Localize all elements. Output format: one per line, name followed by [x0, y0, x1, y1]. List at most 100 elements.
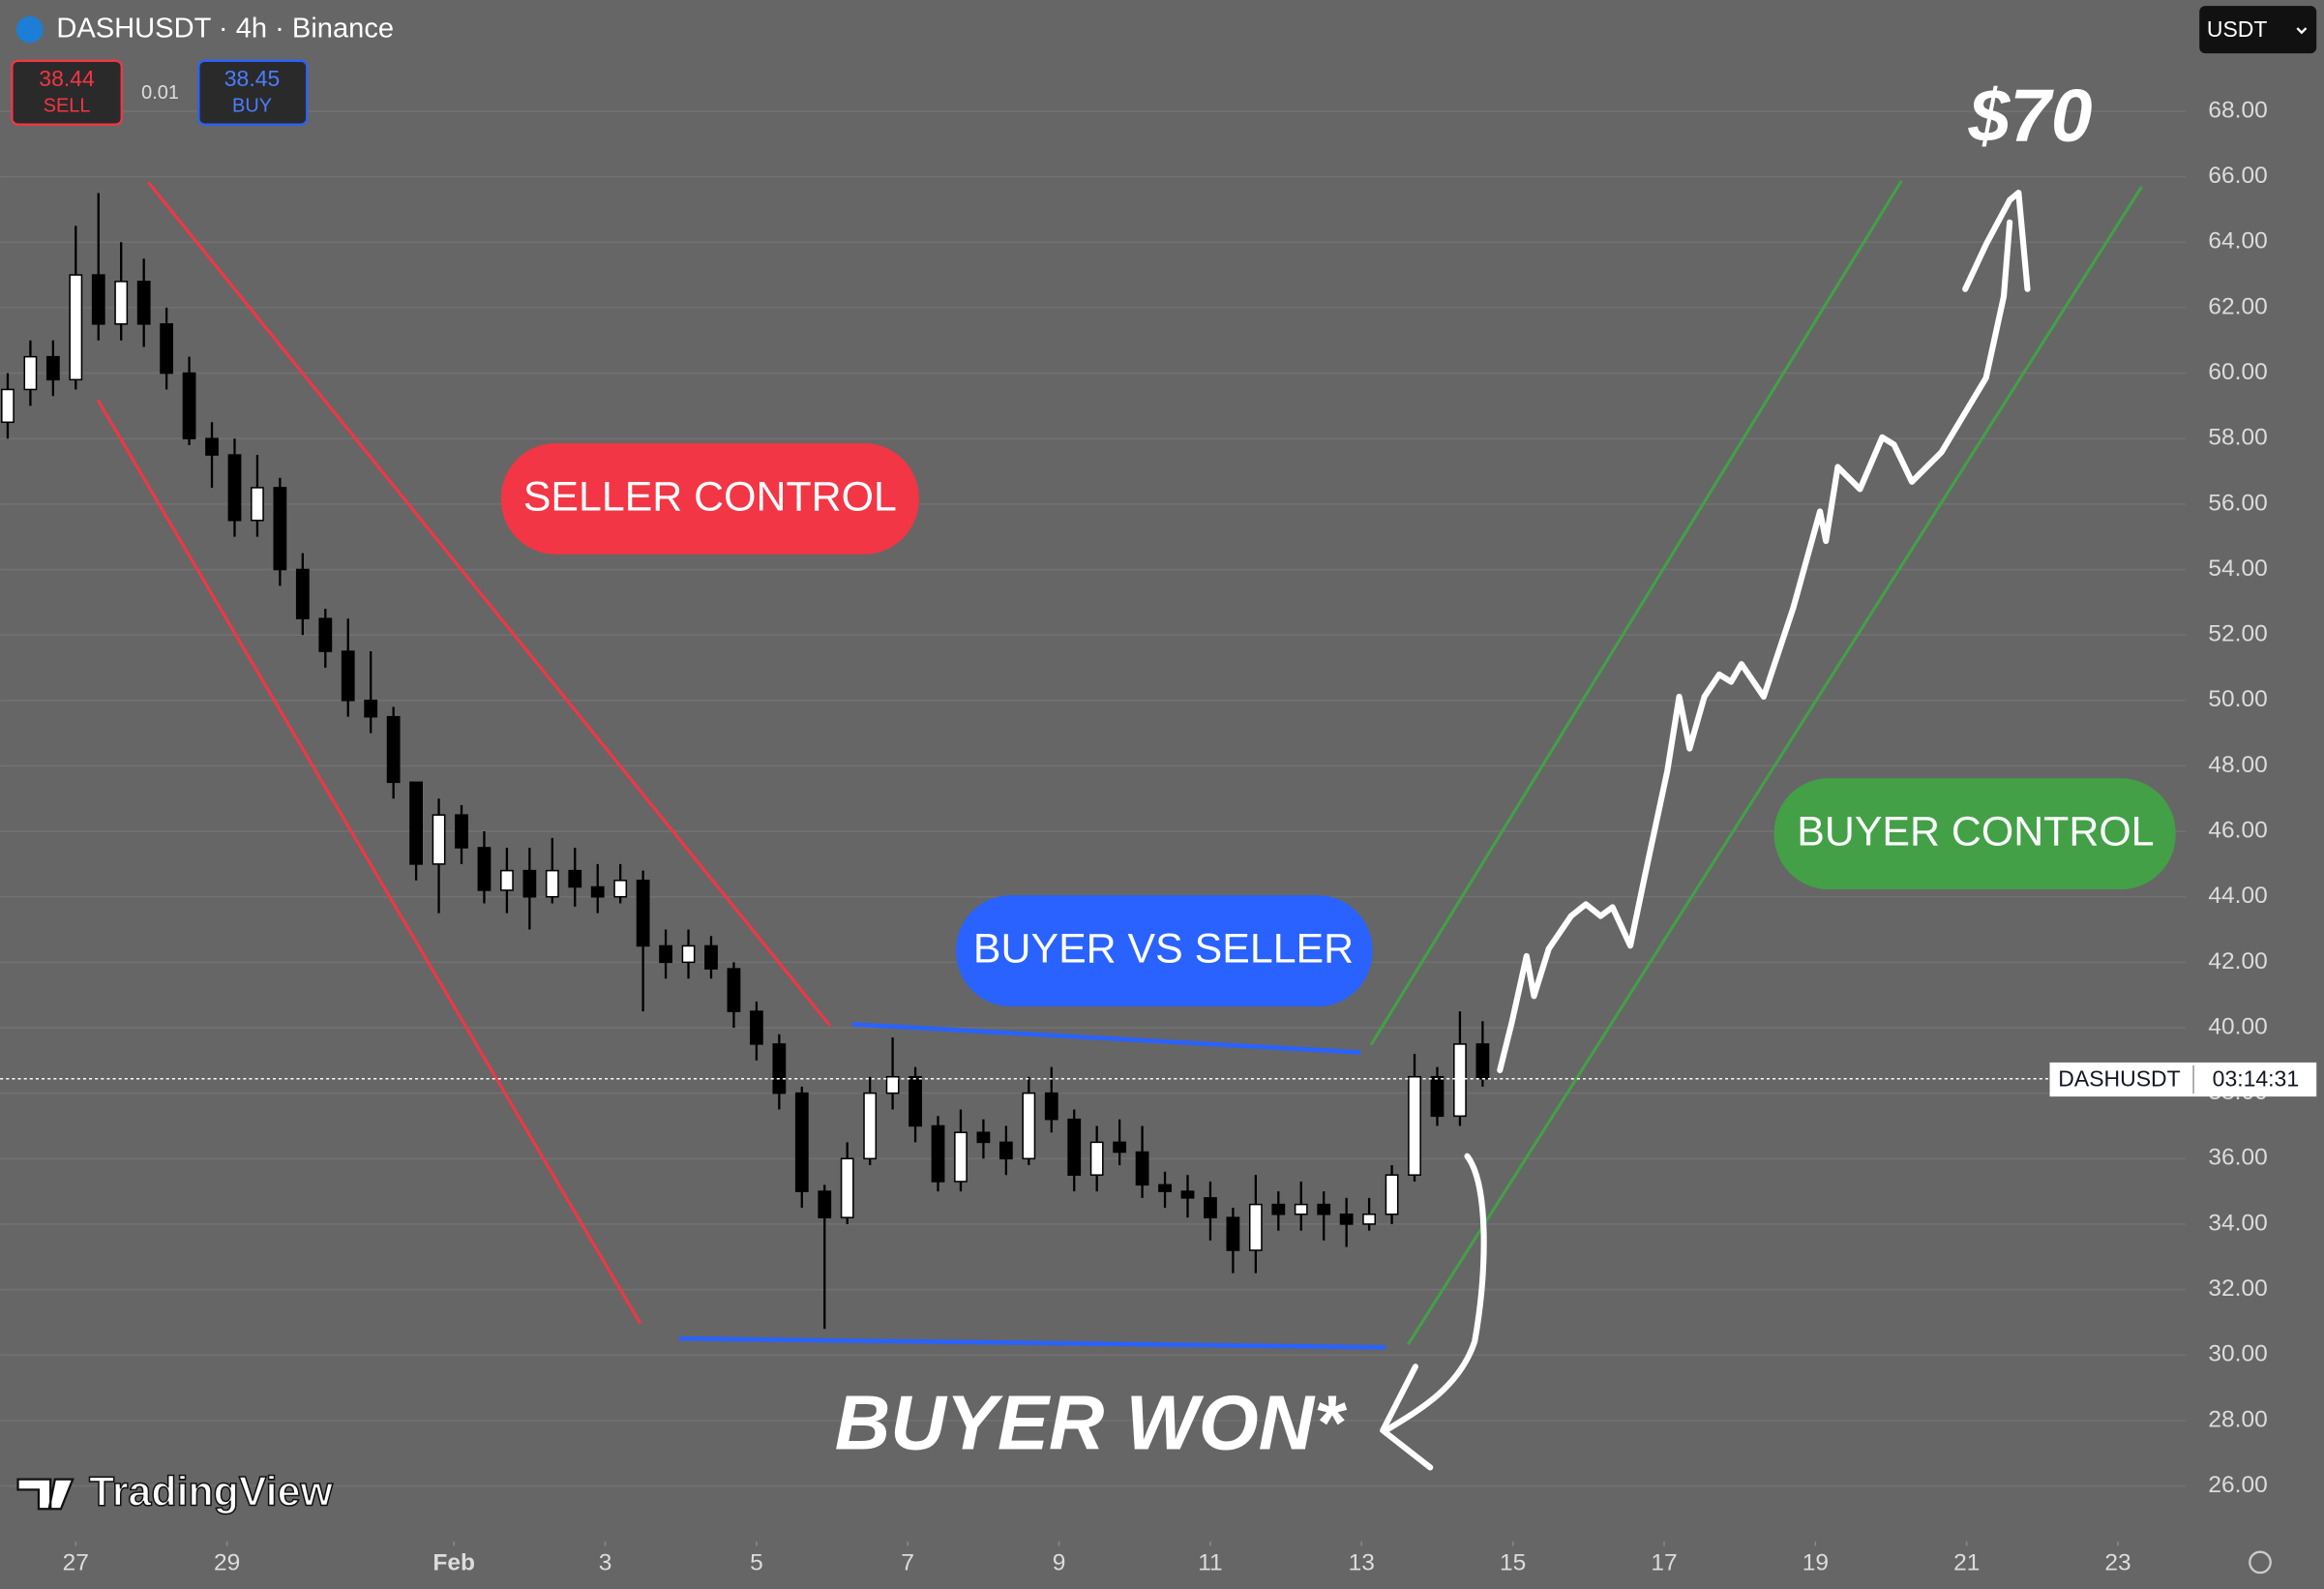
y-tick-label: 64.00 — [2208, 228, 2267, 255]
watermark: TradingView — [89, 1468, 333, 1514]
candle-body — [1, 388, 15, 424]
trend-line — [678, 1335, 1386, 1350]
trend-line — [147, 181, 832, 1027]
price-tag: DASHUSDT 03:14:31 — [2049, 1062, 2317, 1097]
spread: 0.01 — [141, 82, 179, 104]
candle-body — [909, 1075, 922, 1127]
y-tick-label: 26.00 — [2208, 1472, 2267, 1498]
candle-body — [1204, 1197, 1217, 1218]
x-tick-label: 19 — [1803, 1549, 1829, 1575]
candle-body — [636, 880, 650, 947]
candle-body — [182, 372, 196, 439]
sell-button[interactable] — [11, 59, 123, 126]
candle-body — [91, 274, 105, 325]
trend-line — [851, 1022, 1361, 1055]
candle-body — [1067, 1118, 1082, 1176]
candle-body — [1408, 1075, 1421, 1176]
pill — [500, 442, 919, 555]
candle-body — [998, 1141, 1013, 1160]
candle-body — [885, 1075, 900, 1094]
candle-body — [455, 814, 468, 849]
symbol-title: DASHUSDT · 4h · Binance — [56, 13, 394, 44]
candle-body — [1135, 1151, 1149, 1186]
candle-body — [840, 1157, 854, 1218]
candle-body — [23, 355, 38, 391]
trend-line — [96, 399, 642, 1325]
candle-body — [1385, 1174, 1399, 1215]
candle-body — [1226, 1216, 1240, 1251]
candle-body — [522, 869, 537, 898]
candle-body — [568, 869, 582, 888]
candles — [0, 193, 2050, 1330]
sell-label: SELL — [44, 96, 91, 117]
candle-body — [318, 617, 333, 652]
candle-body — [160, 323, 174, 375]
arrow-path — [1383, 1153, 1487, 1434]
y-tick-label: 68.00 — [2208, 97, 2267, 123]
drawings — [96, 180, 2143, 1350]
y-tick-label: 32.00 — [2208, 1275, 2267, 1302]
candle-body — [1180, 1190, 1195, 1199]
price-tag-countdown: 03:14:31 — [2213, 1065, 2299, 1091]
candle-body — [749, 1010, 763, 1045]
candle-body — [954, 1131, 968, 1183]
logo-mark — [16, 1478, 74, 1511]
candle-body — [818, 1190, 832, 1218]
candle-body — [772, 1043, 787, 1094]
y-tick-label: 56.00 — [2208, 490, 2267, 516]
y-tick-label: 50.00 — [2208, 686, 2267, 712]
candle-body — [1089, 1141, 1104, 1176]
dropdown-icon — [2296, 27, 2308, 35]
x-tick-label: 5 — [750, 1549, 763, 1575]
annotation: BUYER CONTROL — [1797, 809, 2154, 855]
candle-body — [432, 814, 446, 865]
arrow-head — [1962, 190, 2031, 292]
candle-body — [590, 885, 605, 898]
y-tick-label: 42.00 — [2208, 948, 2267, 974]
buy-button[interactable] — [197, 59, 309, 126]
price-tag-symbol: DASHUSDT — [2058, 1065, 2180, 1091]
candle-body — [1158, 1184, 1172, 1192]
candle-body — [69, 274, 83, 381]
buy-price: 38.45 — [224, 66, 280, 91]
candle-body — [1475, 1043, 1490, 1080]
candle-body — [136, 281, 151, 325]
projection-path — [1497, 219, 2013, 1073]
annotation: BUYER WON* — [835, 1380, 1348, 1466]
x-tick-label: 21 — [1953, 1549, 1980, 1575]
candle-body — [704, 944, 718, 970]
y-tick-label: 36.00 — [2208, 1145, 2267, 1171]
candle-body — [1113, 1141, 1127, 1154]
y-tick-label: 66.00 — [2208, 163, 2267, 189]
candle-body — [227, 454, 242, 522]
y-tick-label: 60.00 — [2208, 359, 2267, 385]
x-tick-label: 7 — [901, 1549, 914, 1575]
candle-body — [409, 781, 423, 865]
sell-price: 38.44 — [39, 66, 95, 91]
candle-body — [863, 1092, 878, 1160]
pill — [956, 895, 1373, 1007]
currency-select[interactable] — [2199, 6, 2317, 54]
candle-body — [1317, 1203, 1331, 1215]
candle-body — [976, 1131, 991, 1144]
x-tick-label: 13 — [1349, 1549, 1375, 1575]
settings-icon[interactable] — [2249, 1550, 2272, 1574]
y-tick-label: 28.00 — [2208, 1406, 2267, 1432]
candle-body — [794, 1092, 809, 1192]
candle-body — [477, 847, 492, 891]
candle-body — [659, 944, 672, 964]
trend-line — [1369, 180, 1903, 1046]
candle-body — [1362, 1214, 1377, 1225]
candle-body — [251, 487, 264, 522]
y-tick-label: 44.00 — [2208, 883, 2267, 909]
x-tick-label: 23 — [2104, 1549, 2130, 1575]
annotation: $70 — [1968, 75, 2093, 158]
candle-body — [1271, 1203, 1286, 1215]
x-tick-label: 27 — [63, 1549, 89, 1575]
y-tick-label: 48.00 — [2208, 752, 2267, 778]
candle-body — [545, 869, 559, 898]
x-tick-label: Feb — [432, 1549, 475, 1575]
y-tick-label: 34.00 — [2208, 1210, 2267, 1236]
